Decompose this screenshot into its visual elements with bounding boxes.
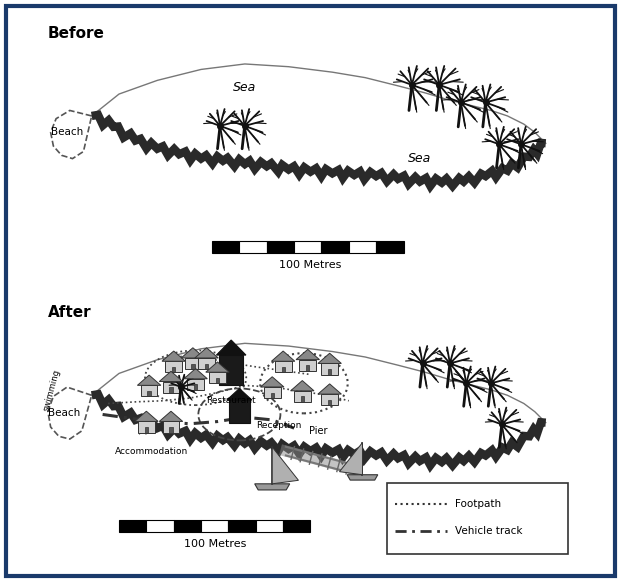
Text: Accommodation: Accommodation [116, 447, 188, 456]
Polygon shape [135, 411, 158, 421]
Bar [174, 520, 201, 532]
Polygon shape [137, 375, 161, 385]
Bar [349, 241, 376, 253]
Bar [229, 520, 256, 532]
Bar [256, 520, 283, 532]
Polygon shape [159, 371, 183, 382]
Polygon shape [296, 349, 319, 360]
Bar [191, 364, 194, 369]
Polygon shape [227, 389, 252, 400]
Bar [145, 427, 148, 432]
Bar [283, 520, 310, 532]
Text: Pier: Pier [309, 427, 328, 436]
Polygon shape [291, 381, 314, 391]
Bar [239, 241, 267, 253]
Bar [229, 400, 250, 423]
Text: Sea: Sea [233, 81, 256, 94]
Polygon shape [216, 340, 246, 355]
Text: Restaurant: Restaurant [206, 396, 256, 406]
Bar [201, 520, 229, 532]
Bar [294, 391, 310, 402]
Text: swimming: swimming [42, 368, 62, 411]
Text: Beach: Beach [51, 127, 83, 137]
Bar [170, 387, 173, 393]
Polygon shape [318, 353, 342, 363]
Polygon shape [181, 348, 204, 358]
Bar [147, 391, 151, 396]
Bar [321, 394, 338, 405]
Bar [322, 241, 349, 253]
Bar [165, 361, 182, 372]
Bar [212, 241, 239, 253]
Polygon shape [340, 442, 363, 475]
Polygon shape [260, 377, 284, 387]
Polygon shape [195, 348, 218, 358]
Bar [328, 400, 331, 405]
Bar [299, 360, 316, 371]
Text: 100 Metres: 100 Metres [184, 540, 246, 549]
Bar [267, 241, 294, 253]
Bar [301, 396, 304, 402]
Bar [170, 427, 173, 432]
Polygon shape [92, 343, 546, 462]
Polygon shape [206, 362, 229, 372]
Bar [306, 365, 309, 371]
Polygon shape [48, 387, 92, 439]
Polygon shape [255, 484, 290, 490]
Polygon shape [51, 111, 92, 159]
Bar [264, 387, 281, 398]
Bar [294, 241, 322, 253]
Bar [163, 382, 179, 393]
Bar [321, 363, 338, 375]
Bar [184, 358, 201, 369]
Polygon shape [272, 447, 299, 484]
Bar [328, 369, 331, 375]
Text: 100 Metres: 100 Metres [279, 260, 342, 270]
Text: Before: Before [48, 26, 105, 41]
Polygon shape [159, 411, 183, 421]
Polygon shape [318, 384, 342, 394]
Bar [163, 421, 179, 432]
Text: Footpath: Footpath [455, 499, 502, 509]
Text: Beach: Beach [48, 408, 81, 418]
Text: Reception: Reception [256, 421, 301, 430]
Bar [188, 379, 204, 390]
Polygon shape [92, 64, 546, 183]
Bar [141, 385, 158, 396]
Bar [376, 241, 404, 253]
FancyBboxPatch shape [387, 483, 568, 554]
Bar [119, 520, 147, 532]
Bar [274, 361, 291, 372]
Polygon shape [347, 475, 378, 480]
Polygon shape [162, 351, 186, 361]
Bar [147, 520, 174, 532]
Text: Sea: Sea [408, 152, 432, 165]
Polygon shape [271, 351, 295, 361]
Bar [138, 421, 155, 432]
Bar [219, 355, 243, 385]
Bar [194, 384, 197, 390]
Polygon shape [184, 368, 207, 379]
Text: Sea: Sea [189, 352, 213, 364]
Bar [172, 367, 175, 372]
Bar [209, 372, 226, 384]
Bar [205, 364, 208, 369]
Text: After: After [48, 305, 91, 320]
Bar [216, 378, 219, 384]
Bar [198, 358, 215, 369]
Bar [271, 392, 274, 398]
Text: Vehicle track: Vehicle track [455, 526, 523, 536]
Bar [281, 367, 285, 372]
